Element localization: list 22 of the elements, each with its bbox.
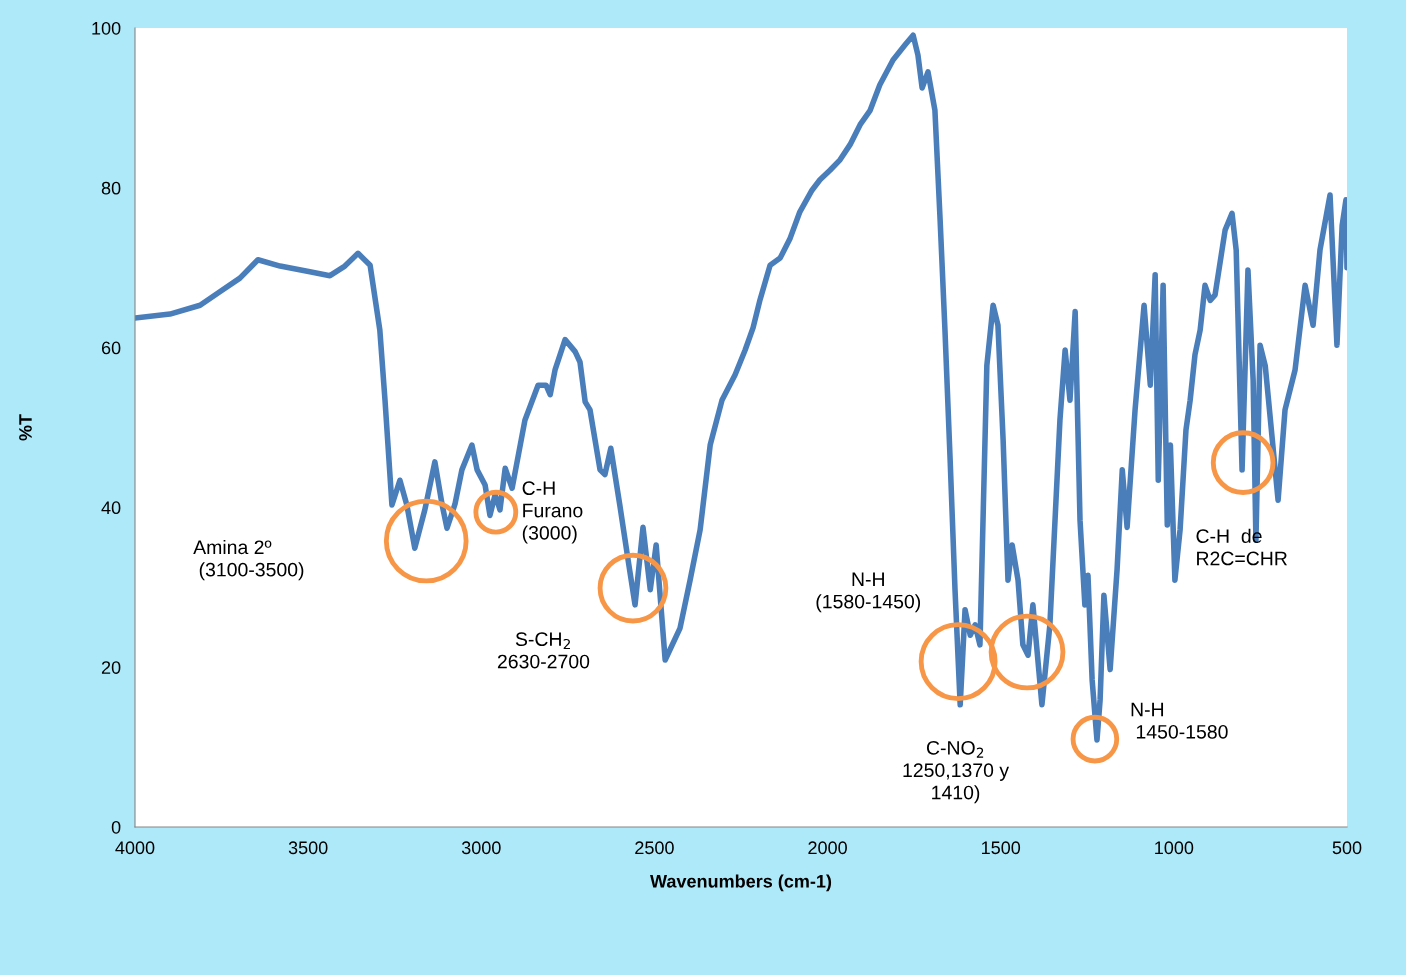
y-axis-title: %T <box>19 414 32 441</box>
y-tick-label: 0 <box>111 820 121 834</box>
x-tick-label: 2500 <box>635 841 674 855</box>
annotation: Amina 2º (3100-3500) <box>193 539 304 581</box>
y-tick-label: 80 <box>101 181 121 195</box>
annotation: C-H Furano (3000) <box>522 481 583 544</box>
x-tick-label: 2000 <box>808 841 847 855</box>
y-tick-label: 40 <box>101 501 121 515</box>
annotation: N-H (1580-1450) <box>816 572 921 613</box>
x-tick-label: 3000 <box>461 841 501 855</box>
x-tick-label: 1000 <box>1155 841 1194 855</box>
y-tick-label: 100 <box>92 21 121 35</box>
x-tick-label: 4000 <box>115 841 155 855</box>
annotation: C-NO$_{2}$ 1250,1370 y 1410) <box>903 740 1010 804</box>
x-tick-label: 3500 <box>288 841 328 855</box>
x-tick-label: 1500 <box>982 841 1021 855</box>
x-axis-title: Wavenumbers (cm-1) <box>650 874 832 892</box>
annotation: S-CH$_{2}$ 2630-2700 <box>497 632 590 669</box>
y-tick-label: 60 <box>101 341 121 355</box>
y-tick-label: 20 <box>101 661 121 674</box>
annotation: N-H 1450-1580 <box>1131 702 1228 739</box>
x-tick-label: 500 <box>1332 841 1362 855</box>
